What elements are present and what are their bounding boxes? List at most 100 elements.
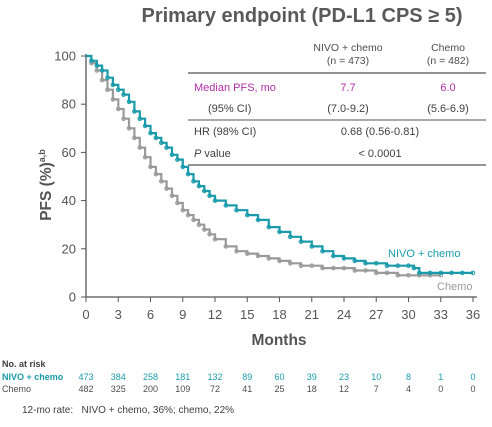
censor-mark-nivo-chemo: [126, 99, 132, 105]
censor-mark-nivo-chemo: [277, 229, 282, 235]
at-risk-value: 258: [143, 372, 158, 382]
at-risk-value: 132: [207, 372, 222, 382]
censor-mark-nivo-chemo: [169, 152, 175, 158]
censor-mark-nivo-chemo: [137, 116, 143, 121]
censor-mark-nivo-chemo: [191, 179, 196, 184]
censor-mark-chemo: [266, 256, 272, 261]
censor-mark-nivo-chemo: [185, 171, 191, 177]
x-tick-label: 0: [82, 307, 89, 322]
censor-mark-nivo-chemo: [159, 140, 164, 146]
censor-mark-chemo: [110, 97, 116, 102]
table-col2-header: Chemo: [431, 42, 465, 54]
at-risk-value: 325: [111, 384, 126, 394]
censor-mark-nivo-chemo: [341, 256, 347, 261]
censor-mark-chemo: [142, 154, 148, 160]
table-p-label: P value: [194, 148, 231, 160]
at-risk-value: 7: [374, 384, 379, 394]
censor-mark-nivo-chemo: [99, 68, 105, 73]
at-risk-table: NIVO + chemo 473 384 258 181 132 89 60 39 23 10 8 1 0…: [2, 372, 476, 394]
censor-mark-nivo-chemo: [223, 203, 229, 208]
censor-mark-nivo-chemo: [164, 145, 169, 150]
table-median-chemo: 6.0: [440, 82, 455, 94]
at-risk-value: 0: [470, 372, 475, 382]
censor-mark-nivo-chemo: [320, 248, 325, 254]
censor-mark-chemo: [180, 207, 186, 213]
table-col1-n: (n = 473): [327, 55, 369, 67]
at-risk-value: 18: [307, 384, 317, 394]
censor-mark-chemo: [164, 186, 169, 191]
censor-mark-chemo: [384, 270, 390, 276]
y-tick-label: 40: [62, 193, 76, 208]
table-median-label: Median PFS, mo: [194, 82, 276, 94]
censor-mark-nivo-chemo: [411, 265, 417, 271]
censor-mark-chemo: [137, 145, 143, 150]
at-risk-value: 23: [339, 372, 349, 382]
table-hr-label: HR (98% CI): [194, 126, 256, 138]
censor-mark-chemo: [153, 171, 159, 177]
censor-mark-nivo-chemo: [449, 270, 454, 276]
censor-mark-chemo: [320, 265, 325, 271]
censor-mark-nivo-chemo: [417, 270, 422, 276]
label-chemo: Chemo: [437, 281, 472, 293]
at-risk-value: 384: [111, 372, 126, 382]
censor-mark-nivo-chemo: [234, 207, 239, 213]
censor-mark-nivo-chemo: [255, 217, 261, 223]
censor-mark-chemo: [116, 106, 121, 112]
censor-mark-nivo-chemo: [245, 212, 250, 218]
x-tick-label: 30: [401, 307, 415, 322]
censor-mark-nivo-chemo: [470, 270, 476, 276]
at-risk-value: 8: [406, 372, 411, 382]
censor-mark-chemo: [94, 68, 100, 73]
x-tick-label: 33: [434, 307, 448, 322]
censor-mark-chemo: [331, 265, 336, 271]
censor-mark-chemo: [159, 179, 164, 184]
censor-mark-nivo-chemo: [94, 63, 100, 68]
censor-mark-nivo-chemo: [207, 193, 212, 199]
censor-mark-chemo: [212, 236, 218, 242]
censor-mark-nivo-chemo: [331, 253, 336, 259]
censor-mark-chemo: [223, 244, 229, 249]
x-tick-label: 9: [179, 307, 186, 322]
table-ci-chemo: (5.6-6.9): [427, 103, 469, 115]
at-risk-row-label: NIVO + chemo: [2, 372, 64, 382]
table-ci-nivo: (7.0-9.2): [327, 103, 369, 115]
censor-mark-nivo-chemo: [148, 130, 153, 136]
censor-mark-chemo: [277, 258, 282, 264]
table-p-rest: value: [201, 148, 230, 160]
at-risk-value: 39: [307, 372, 317, 382]
censor-mark-chemo: [148, 164, 153, 170]
censor-mark-chemo: [126, 126, 132, 131]
curves: [86, 54, 476, 278]
at-risk-title: No. at risk: [2, 359, 47, 369]
censor-mark-nivo-chemo: [142, 123, 148, 129]
x-tick-label: 27: [369, 307, 383, 322]
censor-mark-chemo: [374, 270, 379, 276]
censor-mark-chemo: [207, 232, 212, 237]
censor-mark-chemo: [234, 248, 239, 254]
at-risk-value: 12: [339, 384, 349, 394]
censor-mark-chemo: [175, 200, 180, 206]
x-tick-label: 3: [115, 307, 122, 322]
at-risk-value: 482: [78, 384, 93, 394]
at-risk-value: 473: [78, 372, 93, 382]
at-risk-value: 0: [470, 384, 475, 394]
x-tick-label: 18: [272, 307, 286, 322]
censor-mark-chemo: [202, 227, 207, 232]
censor-mark-nivo-chemo: [374, 261, 379, 266]
at-risk-value: 25: [274, 384, 284, 394]
chart-title: Primary endpoint (PD-L1 CPS ≥ 5): [141, 5, 462, 27]
at-risk-value: 89: [242, 372, 252, 382]
censor-mark-chemo: [245, 251, 250, 256]
at-risk-value: 60: [274, 372, 284, 382]
censor-mark-chemo: [169, 193, 175, 199]
x-tick-label: 6: [147, 307, 154, 322]
x-axis-label: Months: [251, 332, 306, 349]
censor-mark-nivo-chemo: [352, 258, 358, 264]
censor-mark-nivo-chemo: [460, 270, 465, 276]
censor-mark-chemo: [121, 116, 126, 121]
censor-mark-nivo-chemo: [132, 109, 137, 114]
x-tick-label: 15: [240, 307, 254, 322]
y-tick-label: 60: [62, 145, 76, 160]
table-p-value: < 0.0001: [358, 148, 401, 160]
